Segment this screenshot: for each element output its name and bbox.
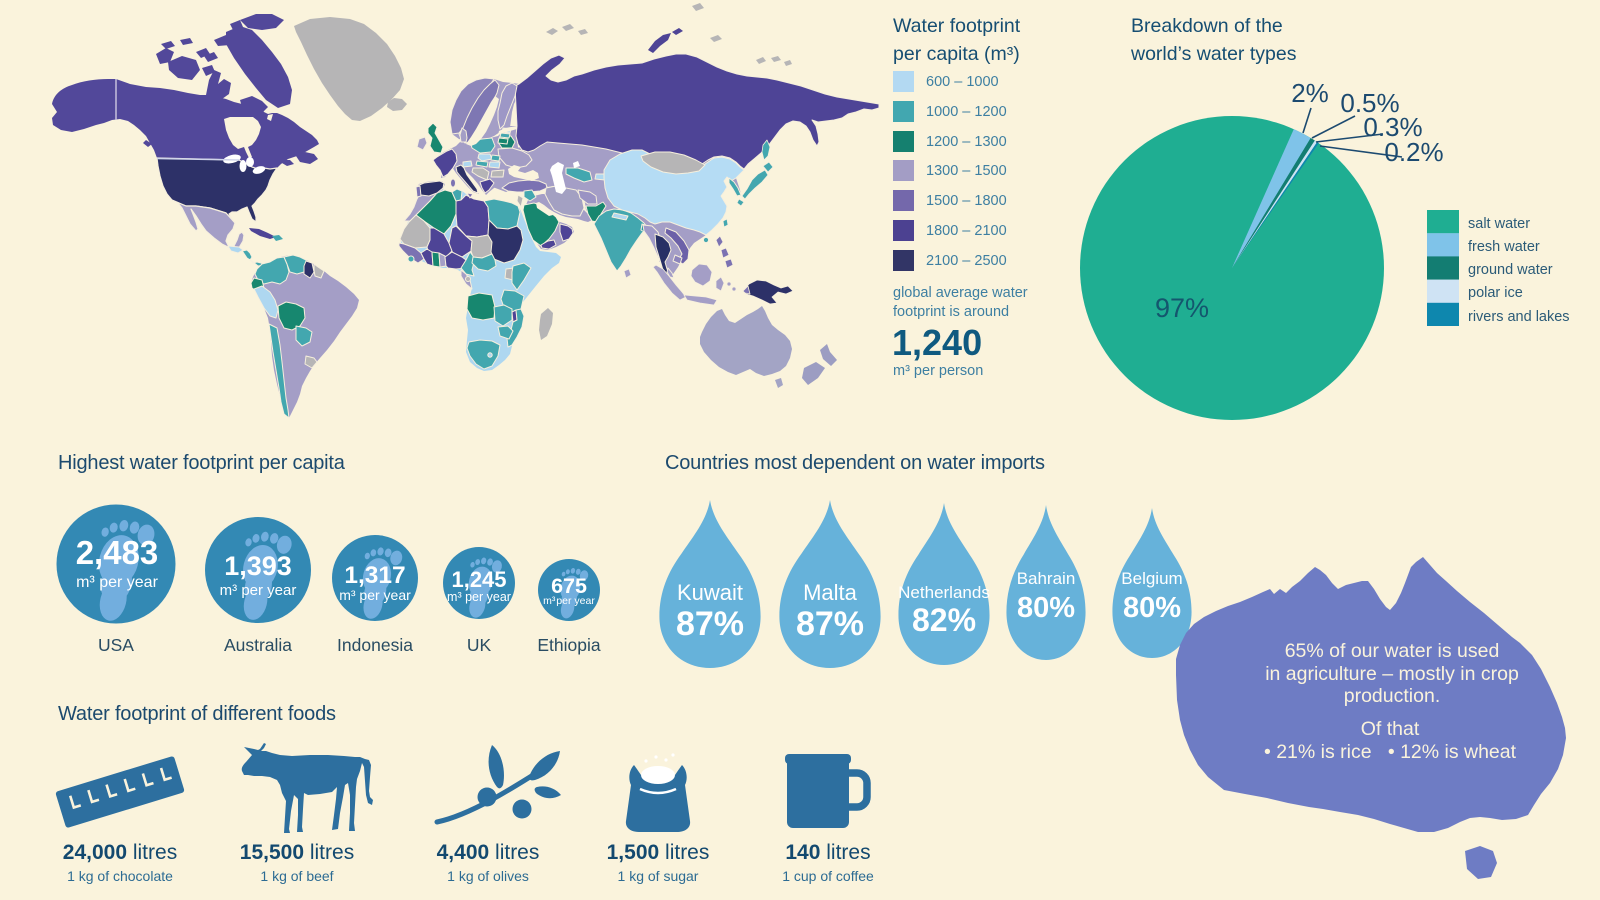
svg-text:m³ per year: m³ per year [76,574,158,591]
svg-text:production.: production. [1344,685,1440,707]
svg-text:Ethiopia: Ethiopia [537,635,601,655]
svg-text:m³ per year: m³ per year [447,590,511,604]
svg-text:m³ per year: m³ per year [339,587,411,603]
svg-text:polar ice: polar ice [1468,285,1523,301]
svg-text:0.5%: 0.5% [1340,88,1399,118]
svg-text:1,393: 1,393 [224,551,292,581]
svg-text:0.2%: 0.2% [1384,137,1443,167]
svg-text:ground water: ground water [1468,262,1553,278]
svg-text:Netherlands: Netherlands [898,583,990,602]
svg-text:80%: 80% [1123,592,1181,624]
svg-text:675: 675 [551,574,587,598]
svg-text:• 21% is rice • 12% is wheat: • 21% is rice • 12% is wheat [1264,741,1517,763]
svg-text:80%: 80% [1017,592,1075,624]
svg-text:1,245: 1,245 [451,567,506,592]
svg-text:Indonesia: Indonesia [337,635,413,655]
svg-text:2%: 2% [1291,78,1329,108]
svg-text:Bahrain: Bahrain [1017,569,1076,588]
svg-text:Of that: Of that [1361,718,1420,740]
svg-text:USA: USA [98,635,134,655]
svg-text:m³ per year: m³ per year [220,582,297,599]
svg-text:Malta: Malta [803,580,858,605]
svg-text:salt water: salt water [1468,216,1530,232]
svg-text:0.3%: 0.3% [1363,112,1422,142]
svg-text:fresh water: fresh water [1468,239,1540,255]
svg-text:87%: 87% [796,605,864,643]
svg-text:87%: 87% [676,605,744,643]
svg-text:Belgium: Belgium [1121,569,1182,588]
svg-text:Australia: Australia [224,635,292,655]
svg-text:Kuwait: Kuwait [677,580,743,605]
svg-text:UK: UK [467,635,492,655]
svg-text:1,317: 1,317 [344,562,405,589]
svg-text:97%: 97% [1155,293,1209,323]
svg-text:82%: 82% [912,602,976,638]
svg-text:rivers and lakes: rivers and lakes [1468,309,1570,325]
svg-text:m³ per year: m³ per year [543,595,595,607]
svg-text:2,483: 2,483 [76,534,159,571]
svg-text:65% of our water is used: 65% of our water is used [1285,640,1500,662]
svg-text:in agriculture – mostly in cro: in agriculture – mostly in crop [1265,663,1519,685]
